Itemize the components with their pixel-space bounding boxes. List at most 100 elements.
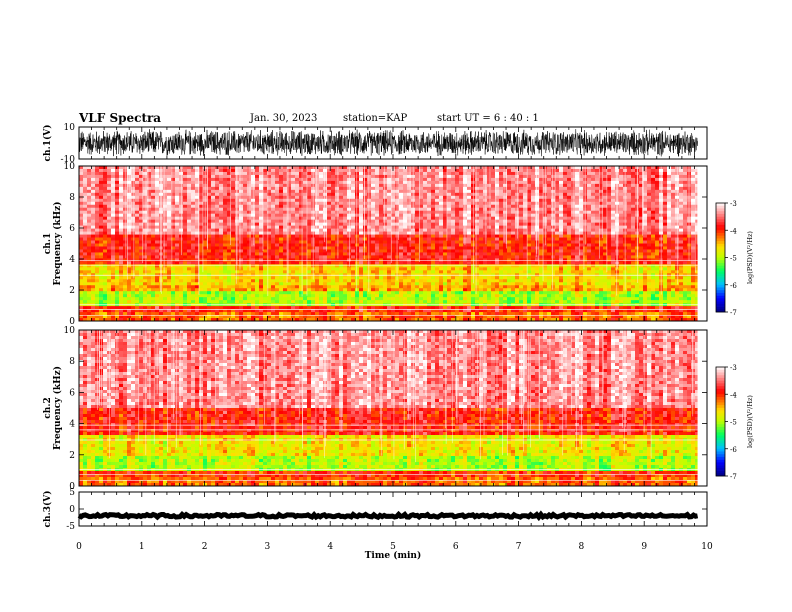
spectrogram-cell <box>95 258 100 262</box>
spectrogram-cell <box>139 258 144 262</box>
spectrogram-cell <box>139 282 144 286</box>
spectrogram-cell <box>119 300 124 304</box>
spectrogram-cell <box>431 258 436 262</box>
spectrogram-cell <box>275 309 280 313</box>
spectrogram-cell <box>187 189 192 194</box>
spectrogram-cell <box>151 267 156 271</box>
spectrogram-cell <box>395 294 400 298</box>
spectrogram-cell <box>111 264 116 268</box>
spectrogram-cell <box>155 210 160 215</box>
spectrogram-cell <box>391 300 396 304</box>
spectrogram-cell <box>127 177 132 182</box>
spectrogram-cell <box>123 300 128 304</box>
spectrogram-cell <box>147 186 152 191</box>
spectrogram-cell <box>99 312 104 316</box>
spectrogram-cell <box>155 222 160 227</box>
spectrogram-cell <box>179 291 184 295</box>
spectrogram-cell <box>439 213 444 218</box>
spectrogram-cell <box>403 276 408 280</box>
spectrogram-cell <box>355 249 360 253</box>
spectrogram-cell <box>143 291 148 295</box>
spectrogram-cell <box>263 270 268 274</box>
spectrogram-cell <box>207 300 212 304</box>
spectrogram-cell <box>135 180 140 185</box>
spectrogram-cell <box>135 198 140 203</box>
spectrogram-cell <box>191 198 196 203</box>
spectrogram-cell <box>435 201 440 206</box>
spectrogram-cell <box>259 243 264 247</box>
spectrogram-cell <box>363 300 368 304</box>
spectrogram-cell <box>371 279 376 283</box>
spectrogram-cell <box>263 309 268 313</box>
spectrogram-cell <box>163 261 168 265</box>
spectrogram-cell <box>247 234 252 238</box>
spectrogram-cell <box>391 231 396 235</box>
spectrogram-cell <box>223 228 228 232</box>
spectrogram-cell <box>383 237 388 241</box>
spectrogram-cell <box>407 288 412 292</box>
spectrogram-cell <box>387 234 392 238</box>
spectrogram-cell <box>283 255 288 259</box>
spectrogram-cell <box>123 171 128 176</box>
spectrogram-cell <box>179 315 184 319</box>
spectrogram-cell <box>179 255 184 259</box>
spectrogram-cell <box>239 198 244 203</box>
spectrogram-cell <box>451 204 456 209</box>
spectrogram-cell <box>279 222 284 227</box>
spectrogram-cell <box>247 195 252 200</box>
spectrogram-cell <box>415 174 420 179</box>
spectrogram-cell <box>363 222 368 227</box>
spectrogram-cell <box>291 168 296 173</box>
spectrogram-cell <box>191 189 196 194</box>
spectrogram-cell <box>307 255 312 259</box>
spectrogram-cell <box>119 234 124 238</box>
spectrogram-cell <box>299 201 304 206</box>
spectrogram-cell <box>259 166 264 170</box>
spectrogram-cell <box>439 282 444 286</box>
spectrogram-cell <box>319 186 324 191</box>
spectrogram-cell <box>83 261 88 265</box>
spectrogram-cell <box>275 222 280 227</box>
spectrogram-cell <box>403 267 408 271</box>
spectrogram-cell <box>159 294 164 298</box>
spectrogram-cell <box>111 306 116 310</box>
spectrogram-cell <box>419 312 424 316</box>
spectrogram-cell <box>163 285 168 289</box>
spectrogram-cell <box>115 189 120 194</box>
spectrogram-cell <box>383 270 388 274</box>
spectrogram-cell <box>351 234 356 238</box>
spectrogram-cell <box>211 255 216 259</box>
spectrogram-cell <box>447 219 452 224</box>
spectrogram-cell <box>179 294 184 298</box>
spectrogram-cell <box>347 300 352 304</box>
spectrogram-cell <box>411 258 416 262</box>
spectrogram-cell <box>383 264 388 268</box>
spectrogram-cell <box>147 270 152 274</box>
spectrogram-cell <box>383 180 388 185</box>
spectrogram-cell <box>103 264 108 268</box>
spectrogram-cell <box>143 192 148 197</box>
spectrogram-cell <box>199 306 204 310</box>
spectrogram-cell <box>419 177 424 182</box>
spectrogram-cell <box>415 222 420 227</box>
spectrogram-cell <box>107 261 112 265</box>
spectrogram-cell <box>351 228 356 232</box>
spectrogram-cell <box>227 270 232 274</box>
spectrogram-cell <box>103 219 108 224</box>
spectrogram-cell <box>91 276 96 280</box>
spectrogram-cell <box>355 213 360 218</box>
spectrogram-cell <box>135 255 140 259</box>
spectrogram-cell <box>343 318 348 322</box>
spectrogram-cell <box>211 315 216 319</box>
spectrogram-cell <box>391 267 396 271</box>
spectrogram-cell <box>259 237 264 241</box>
spectrogram-cell <box>435 276 440 280</box>
spectrogram-cell <box>367 297 372 301</box>
spectrogram-cell <box>131 264 136 268</box>
spectrogram-cell <box>387 279 392 283</box>
spectrogram-cell <box>91 249 96 253</box>
spectrogram-cell <box>207 309 212 313</box>
spectrogram-cell <box>411 249 416 253</box>
spectrogram-cell <box>363 243 368 247</box>
spectrogram-cell <box>303 207 308 212</box>
